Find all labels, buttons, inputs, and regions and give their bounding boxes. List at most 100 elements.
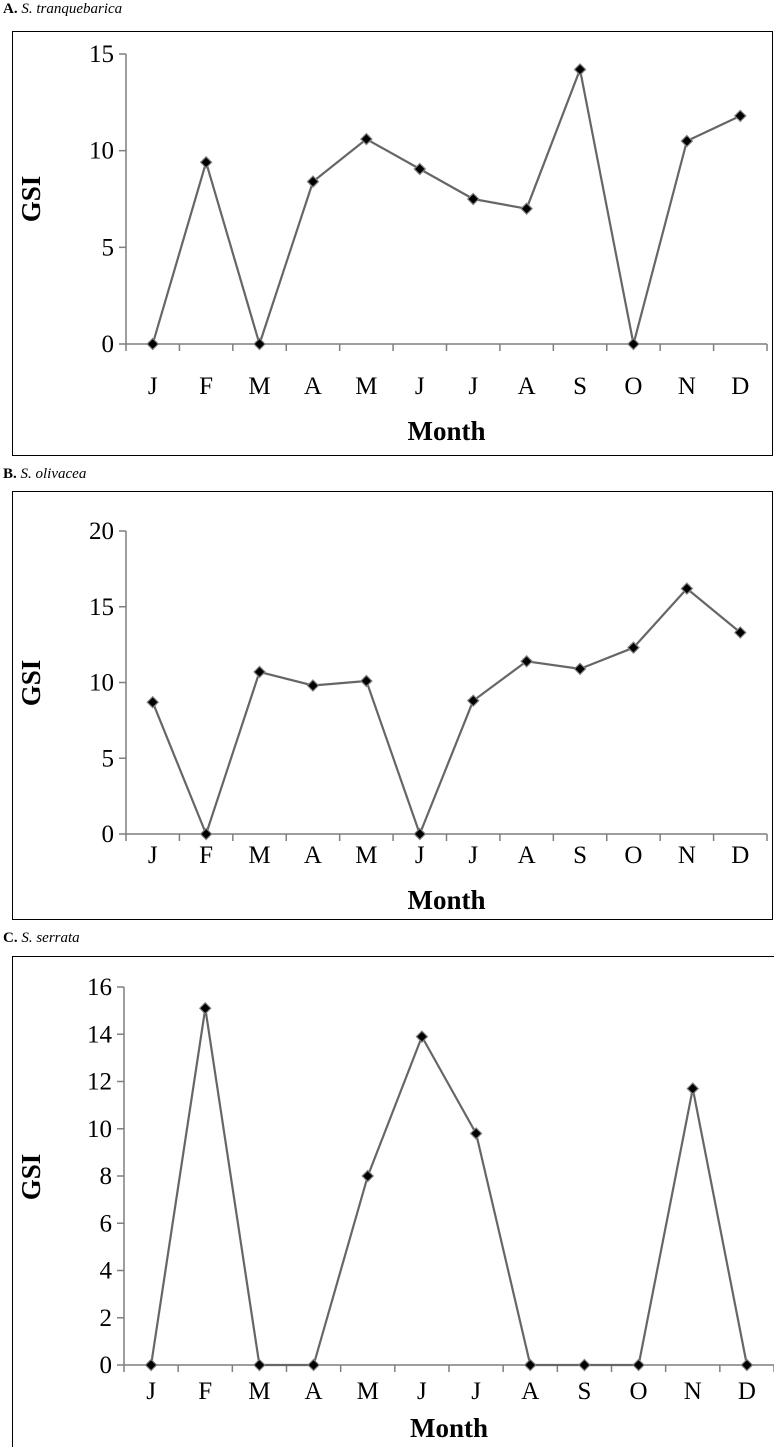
data-point <box>578 1358 591 1372</box>
y-tick-label: 0 <box>100 1352 113 1379</box>
y-tick-label: 15 <box>89 594 114 621</box>
data-point <box>306 679 320 692</box>
x-tick-label: J <box>148 373 158 400</box>
data-point <box>573 63 587 76</box>
x-tick-label: J <box>148 842 158 869</box>
series-line <box>150 1007 748 1367</box>
y-axis-title: GSI <box>16 176 46 223</box>
x-tick-label: J <box>417 1378 427 1405</box>
panel-b-label: B. S. olivacea <box>3 465 86 483</box>
y-tick-label: 10 <box>89 138 114 165</box>
x-tick-label: S <box>573 842 587 869</box>
x-tick-label: M <box>248 1378 270 1405</box>
panel-c-letter: C. <box>3 930 18 946</box>
x-tick-label: J <box>415 373 425 400</box>
y-axis-title: GSI <box>16 660 46 707</box>
x-tick-label: A <box>518 373 536 400</box>
panel-a: A. S. tranquebarica 0 5 10 15 J F M A M J J A S O N D Mo… <box>0 0 774 456</box>
x-tick-label: F <box>199 373 213 400</box>
x-tick-label: A <box>518 842 536 869</box>
data-point <box>415 1030 429 1043</box>
data-point <box>306 175 320 188</box>
data-point <box>466 192 480 206</box>
data-point <box>144 1358 158 1372</box>
data-point <box>253 665 266 679</box>
chart-c: 0 2 4 6 8 10 12 14 16 J F M A M J J A S O N D Month GSI <box>12 956 774 1447</box>
x-tick-label: A <box>521 1378 539 1405</box>
x-tick-label: J <box>468 373 478 400</box>
x-tick-label: F <box>199 842 213 869</box>
y-tick-label: 12 <box>87 1069 112 1096</box>
panel-c-label: C. S. serrata <box>3 929 80 947</box>
x-tick-label: M <box>355 373 377 400</box>
x-tick-label: J <box>471 1378 481 1405</box>
x-axis-title: Month <box>407 885 485 915</box>
data-point <box>413 827 427 841</box>
x-tick-label: J <box>468 842 478 869</box>
x-tick-label: A <box>305 1378 323 1405</box>
y-tick-label: 2 <box>100 1305 113 1332</box>
data-point <box>740 1358 754 1372</box>
chart-frame <box>12 31 773 456</box>
panel-b-species: S. olivacea <box>20 466 87 482</box>
data-point <box>573 662 587 676</box>
data-point <box>361 1169 375 1183</box>
data-point <box>307 1358 320 1372</box>
x-tick-label: D <box>738 1378 756 1405</box>
chart-b: 0 5 10 15 20 J F M A M J J A S O N D Month GSI <box>12 491 773 920</box>
data-point <box>686 1082 700 1095</box>
y-tick-label: 6 <box>100 1210 113 1237</box>
data-point <box>198 1001 212 1015</box>
x-axis-title: Month <box>410 1413 488 1443</box>
panel-c: C. S. serrata 0 2 4 6 8 10 12 14 16 J F M A M J J A S O N D M… <box>0 929 774 1447</box>
y-tick-label: 5 <box>102 234 115 261</box>
x-tick-label: O <box>630 1378 648 1405</box>
y-tick-label: 10 <box>89 670 114 697</box>
panel-b-letter: B. <box>3 466 17 482</box>
data-point <box>733 109 747 123</box>
y-tick-label: 8 <box>100 1163 113 1190</box>
x-tick-label: O <box>624 842 642 869</box>
x-tick-label: D <box>731 842 749 869</box>
data-point <box>466 694 480 708</box>
y-tick-label: 0 <box>102 821 115 848</box>
y-axis-title: GSI <box>16 1154 46 1201</box>
x-tick-label: D <box>731 373 749 400</box>
x-axis-title: Month <box>407 416 485 446</box>
data-point <box>253 1358 266 1372</box>
x-tick-label: J <box>146 1378 156 1405</box>
data-point <box>146 337 160 351</box>
x-tick-label: S <box>577 1378 591 1405</box>
data-point <box>520 654 533 668</box>
x-tick-label: J <box>415 842 425 869</box>
panel-c-species: S. serrata <box>21 930 80 946</box>
data-point <box>146 695 160 709</box>
y-tick-label: 15 <box>89 41 114 68</box>
y-tick-label: 16 <box>87 974 112 1001</box>
data-point <box>627 641 640 655</box>
x-tick-label: O <box>624 373 642 400</box>
data-point <box>199 155 213 169</box>
data-point <box>680 134 694 148</box>
y-tick-label: 14 <box>87 1021 113 1048</box>
x-tick-label: F <box>198 1378 212 1405</box>
data-point <box>253 337 266 351</box>
series-line <box>151 587 741 836</box>
x-tick-label: M <box>357 1378 379 1405</box>
x-tick-label: M <box>248 842 270 869</box>
x-tick-label: N <box>678 373 696 400</box>
x-tick-label: A <box>304 373 322 400</box>
data-point <box>680 582 694 595</box>
x-tick-label: M <box>248 373 270 400</box>
y-tick-label: 5 <box>102 745 115 772</box>
chart-a: 0 5 10 15 J F M A M J J A S O N D Month GSI <box>12 31 773 456</box>
y-tick-label: 0 <box>102 331 115 358</box>
data-point <box>627 337 640 351</box>
data-point <box>733 626 747 639</box>
x-tick-label: A <box>304 842 322 869</box>
y-tick-label: 4 <box>100 1258 113 1285</box>
data-point <box>413 162 427 176</box>
data-point <box>199 827 213 841</box>
panel-a-label: A. S. tranquebarica <box>3 0 122 18</box>
data-point <box>520 202 533 216</box>
